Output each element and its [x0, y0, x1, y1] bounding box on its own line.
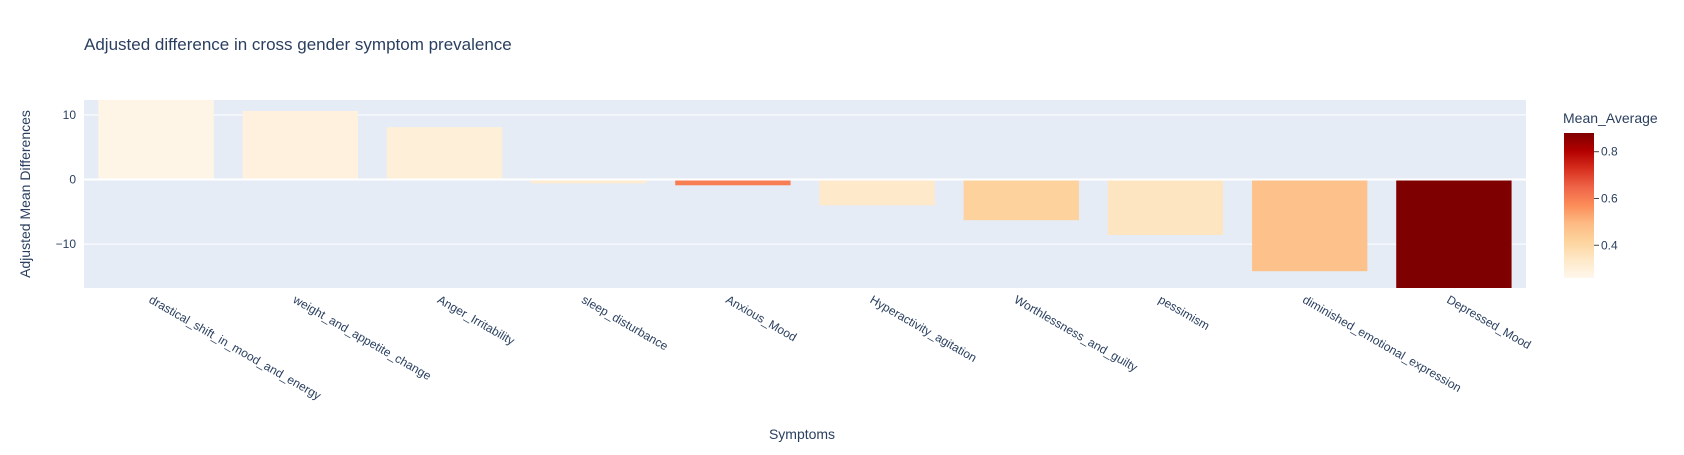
bar	[98, 100, 214, 180]
y-tick-label: 10	[63, 108, 77, 122]
x-ticks: drastical_shift_in_mood_and_energyweight…	[147, 292, 1534, 403]
x-tick-label: Anxious_Mood	[723, 292, 799, 344]
bar	[675, 179, 791, 186]
y-axis-label: Adjusted Mean Differences	[17, 110, 33, 278]
bar	[963, 179, 1079, 221]
x-tick-label: weight_and_appetite_change	[290, 292, 434, 383]
bar	[1252, 179, 1368, 272]
x-tick-label: Worthlessness_and_guilty	[1012, 292, 1140, 374]
x-tick-label: Anger_Irritability	[435, 292, 517, 347]
colorbar: Mean_Average 0.4 0.6 0.8	[1563, 110, 1658, 278]
x-tick-label: pessimism	[1156, 292, 1212, 332]
x-tick-label: diminished_emotional_expression	[1300, 292, 1464, 395]
bar	[819, 179, 935, 206]
colorbar-tick-label: 0.4	[1601, 238, 1618, 252]
x-tick-label: Depressed_Mood	[1444, 292, 1533, 351]
y-tick-label: 0	[69, 172, 76, 186]
x-axis-label: Symptoms	[769, 426, 835, 442]
bar	[242, 110, 358, 180]
y-ticks: −10 0 10	[56, 108, 77, 251]
bar	[1107, 179, 1224, 236]
x-tick-label: Hyperactivity_agitation	[868, 292, 980, 364]
colorbar-ticks: 0.4 0.6 0.8	[1594, 145, 1618, 252]
colorbar-tick-label: 0.8	[1601, 145, 1618, 159]
y-tick-label: −10	[56, 237, 77, 251]
bar	[1396, 179, 1512, 288]
bar	[531, 179, 647, 184]
chart-title: Adjusted difference in cross gender symp…	[84, 35, 512, 54]
bars	[98, 100, 1512, 288]
colorbar-tick-label: 0.6	[1601, 191, 1618, 205]
bar	[386, 127, 503, 180]
x-tick-label: sleep_disturbance	[579, 292, 671, 353]
colorbar-gradient	[1564, 133, 1594, 278]
x-tick-label: drastical_shift_in_mood_and_energy	[147, 292, 324, 402]
colorbar-title: Mean_Average	[1563, 110, 1658, 126]
